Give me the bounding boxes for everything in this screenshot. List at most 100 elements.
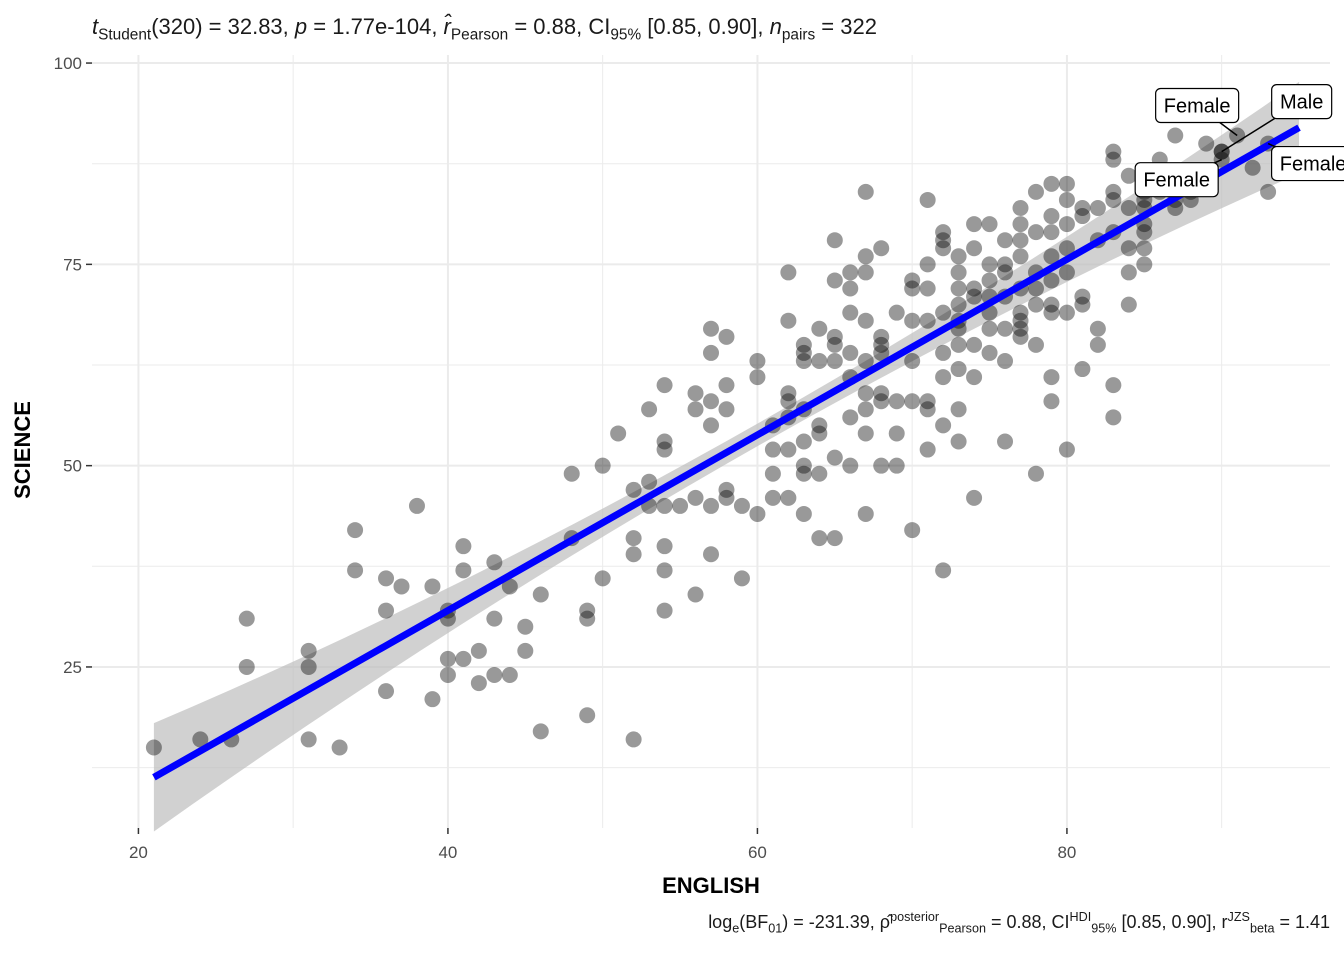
data-point: [718, 481, 735, 498]
data-point: [1089, 336, 1106, 353]
x-axis-title: ENGLISH: [662, 873, 760, 898]
data-point: [950, 296, 967, 313]
x-tick-label: 20: [129, 843, 148, 862]
data-point: [795, 457, 812, 474]
confidence-band: [153, 81, 1300, 832]
data-point: [795, 465, 812, 482]
data-point: [1043, 369, 1060, 386]
data-point: [625, 481, 642, 498]
data-point: [764, 489, 781, 506]
data-point: [904, 352, 921, 369]
data-point: [238, 610, 255, 627]
data-point: [950, 401, 967, 418]
data-point: [1012, 320, 1029, 337]
data-point: [950, 361, 967, 378]
data-point: [873, 328, 890, 345]
data-point: [687, 489, 704, 506]
data-point: [470, 642, 487, 659]
data-point: [1058, 175, 1075, 192]
y-tick-label: 100: [54, 54, 82, 73]
label-box: [1271, 84, 1333, 120]
data-point: [857, 248, 874, 265]
data-point: [826, 272, 843, 289]
data-point: [1058, 264, 1075, 281]
data-point: [1012, 304, 1029, 321]
data-point: [656, 441, 673, 458]
data-point: [1120, 264, 1137, 281]
data-point: [919, 280, 936, 297]
data-point: [703, 320, 719, 337]
data-point: [300, 642, 317, 659]
data-point: [997, 264, 1014, 281]
bayesian-caption: loge(BF01) = -231.39, ρ̂posteriorPearson…: [708, 910, 1330, 936]
data-point: [842, 304, 859, 321]
data-point: [300, 731, 317, 748]
data-point: [811, 465, 828, 482]
label-box: [1155, 87, 1240, 124]
data-point: [1136, 240, 1153, 257]
data-point: [1058, 191, 1075, 208]
data-point: [579, 707, 596, 724]
data-point: [826, 449, 843, 466]
data-point: [857, 425, 874, 442]
data-point: [501, 578, 518, 595]
data-point: [656, 377, 673, 394]
y-tick-label: 25: [63, 658, 82, 677]
data-point: [935, 369, 952, 386]
data-point: [935, 344, 952, 361]
data-point: [703, 393, 719, 410]
data-point: [1105, 409, 1122, 426]
data-point: [1105, 151, 1122, 168]
data-point: [811, 352, 828, 369]
data-point: [997, 256, 1014, 273]
data-point: [1058, 216, 1075, 233]
data-point: [811, 425, 828, 442]
data-point: [733, 497, 750, 514]
data-point: [780, 312, 797, 329]
data-point: [625, 731, 642, 748]
data-point: [950, 433, 967, 450]
data-point: [455, 650, 472, 667]
data-point: [857, 401, 874, 418]
data-point: [703, 497, 719, 514]
data-point: [486, 667, 503, 684]
data-point: [842, 409, 859, 426]
data-point: [981, 256, 998, 273]
data-point: [795, 336, 812, 353]
data-point: [842, 344, 859, 361]
data-point: [1074, 296, 1091, 313]
x-tick-label: 80: [1057, 843, 1076, 862]
data-point: [857, 385, 874, 402]
data-point: [997, 232, 1014, 249]
data-point: [935, 562, 952, 579]
data-point: [656, 497, 673, 514]
data-point: [873, 393, 890, 410]
data-point: [950, 280, 967, 297]
data-point: [1074, 288, 1091, 305]
data-point: [966, 240, 983, 257]
data-point: [780, 393, 797, 410]
data-point: [935, 224, 952, 241]
data-point: [919, 256, 936, 273]
y-axis-title: SCIENCE: [10, 401, 35, 499]
data-point: [1120, 167, 1137, 184]
data-point: [997, 320, 1014, 337]
data-point: [532, 723, 549, 740]
data-point: [378, 602, 395, 619]
data-point: [749, 505, 766, 522]
data-point: [517, 642, 534, 659]
data-point: [795, 344, 812, 361]
data-point: [950, 264, 967, 281]
data-point: [1043, 175, 1060, 192]
label-text: Female: [1143, 170, 1210, 192]
data-point: [1198, 135, 1215, 152]
data-point: [1027, 336, 1044, 353]
data-point: [563, 465, 580, 482]
label-box: [1271, 145, 1344, 182]
data-point: [764, 441, 781, 458]
data-point: [795, 352, 812, 369]
data-point: [1012, 232, 1029, 249]
data-point: [780, 264, 797, 281]
data-point: [1043, 296, 1060, 313]
data-point: [935, 240, 952, 257]
